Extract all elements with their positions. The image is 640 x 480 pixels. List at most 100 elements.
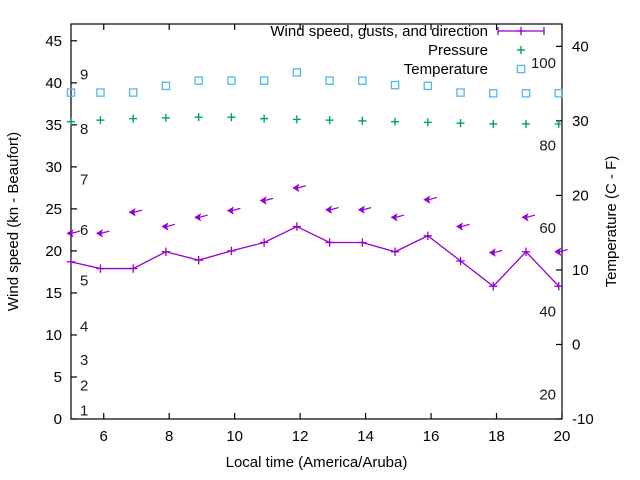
data-point-temperature (325, 76, 334, 85)
x-tick-label: 20 (554, 428, 571, 445)
data-point-temperature (390, 80, 400, 90)
data-point-wind_speed (489, 282, 498, 291)
data-point-temperature (259, 76, 269, 85)
data-point-wind_gust (194, 213, 208, 222)
data-point-temperature (423, 81, 433, 91)
legend-marker-0 (516, 26, 526, 36)
legend-label-2: Temperature (404, 61, 488, 78)
beaufort-scale-label: 2 (80, 377, 88, 394)
legend-marker-2 (516, 64, 526, 74)
x-tick-label: 16 (423, 428, 440, 445)
data-point-pressure (292, 115, 301, 124)
data-point-wind_gust (357, 205, 372, 214)
fahrenheit-scale-label: 100 (531, 55, 556, 72)
data-point-pressure (260, 114, 269, 123)
data-point-wind_gust (292, 183, 307, 193)
data-point-wind_speed (161, 247, 171, 256)
data-point-pressure (67, 117, 75, 126)
beaufort-scale-label: 9 (80, 66, 88, 83)
legend-label-1: Pressure (428, 42, 488, 59)
data-point-wind_speed (521, 247, 531, 256)
data-point-wind_speed (128, 264, 138, 273)
x-tick-label: 12 (292, 428, 309, 445)
data-point-wind_speed (227, 246, 236, 256)
fahrenheit-scale-label: 20 (539, 386, 556, 403)
data-point-pressure (521, 119, 530, 128)
data-point-wind_gust (390, 213, 405, 222)
data-point-pressure (391, 117, 400, 126)
data-point-wind_gust (488, 248, 503, 257)
data-point-wind_gust (521, 213, 536, 222)
data-point-wind_gust (226, 206, 241, 215)
x-tick-label: 6 (100, 428, 108, 445)
data-point-temperature (227, 76, 236, 85)
data-point-pressure (96, 116, 105, 125)
y-tick-label: 25 (45, 201, 62, 218)
data-point-pressure (358, 116, 367, 125)
data-point-wind_speed (259, 238, 269, 247)
data-point-pressure (489, 119, 498, 128)
x-tick-label: 10 (226, 428, 243, 445)
data-point-temperature (128, 88, 138, 97)
y2-tick-label: 10 (572, 262, 589, 279)
beaufort-scale-label: 7 (80, 171, 88, 188)
data-point-wind_speed (390, 247, 400, 256)
legend-label-0: Wind speed, gusts, and direction (270, 23, 488, 40)
data-point-wind_speed (292, 222, 302, 231)
y-tick-label: 0 (54, 411, 62, 428)
fahrenheit-scale-label: 40 (539, 304, 556, 321)
fahrenheit-scale-label: 60 (539, 220, 556, 237)
y-tick-label: 15 (45, 285, 62, 302)
data-point-pressure (456, 119, 465, 128)
data-point-wind_gust (259, 196, 274, 205)
data-point-wind_speed (66, 257, 76, 267)
data-point-wind_speed (194, 255, 203, 265)
data-point-wind_gust (325, 205, 339, 214)
data-point-wind_gust (128, 208, 143, 217)
y-tick-label: 45 (45, 33, 62, 50)
data-point-pressure (227, 113, 236, 122)
data-point-temperature (66, 88, 76, 97)
plot-frame (70, 23, 563, 420)
y2-tick-label: 40 (572, 38, 589, 55)
fahrenheit-scale-label: 80 (539, 137, 556, 154)
data-point-temperature (521, 89, 531, 98)
y2-tick-label: 20 (572, 187, 589, 204)
beaufort-scale-label: 3 (80, 352, 88, 369)
series-line-wind_speed (70, 225, 560, 288)
x-tick-label: 18 (488, 428, 505, 445)
data-point-wind_gust (95, 229, 110, 238)
data-point-wind_speed (358, 238, 367, 247)
data-point-pressure (129, 114, 138, 123)
y2-tick-label: 30 (572, 113, 589, 130)
data-point-wind_gust (554, 247, 568, 256)
data-point-wind_gust (66, 229, 81, 238)
data-point-pressure (161, 113, 170, 122)
data-point-pressure (554, 119, 563, 128)
legend-marker-1 (517, 46, 525, 54)
data-point-pressure (423, 118, 432, 127)
data-point-temperature (96, 88, 105, 97)
data-point-pressure (325, 116, 334, 125)
beaufort-scale-label: 4 (80, 319, 88, 336)
y-tick-label: 20 (45, 243, 62, 260)
y-tick-label: 35 (45, 117, 62, 134)
x-tick-label: 8 (165, 428, 173, 445)
x-tick-label: 14 (357, 428, 374, 445)
beaufort-scale-label: 1 (80, 403, 88, 420)
data-point-temperature (456, 88, 465, 97)
y-tick-label: 5 (54, 369, 62, 386)
beaufort-scale-label: 8 (80, 121, 88, 138)
beaufort-scale-label: 6 (80, 222, 88, 239)
beaufort-scale-label: 5 (80, 272, 88, 289)
data-point-temperature (358, 76, 367, 85)
y-tick-label: 30 (45, 159, 62, 176)
data-point-wind_speed (554, 282, 563, 291)
data-point-temperature (292, 68, 302, 77)
data-point-temperature (194, 76, 203, 85)
data-point-wind_gust (161, 222, 176, 231)
y2-axis-title: Temperature (C - F) (603, 156, 620, 288)
data-point-wind_speed (96, 264, 105, 273)
data-point-wind_speed (423, 231, 432, 240)
